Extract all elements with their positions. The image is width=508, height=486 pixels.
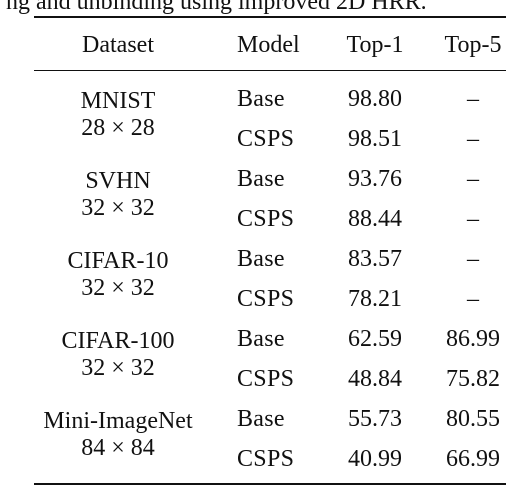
model-cell: Base [237,166,285,192]
model-cell: CSPS [237,206,295,232]
dataset-size: 28 × 28 [81,115,155,141]
header-dataset: Dataset [82,32,154,58]
top5-cell: – [467,166,479,192]
top1-cell: 93.76 [348,166,402,192]
model-cell: CSPS [237,366,295,392]
top1-cell: 62.59 [348,326,402,352]
top5-cell: – [467,246,479,272]
top1-cell: 98.80 [348,86,402,112]
model-cell: CSPS [237,446,295,472]
dataset-name: CIFAR-100 [61,328,175,354]
model-cell: CSPS [237,286,295,312]
dataset-size: 32 × 32 [81,195,155,221]
top1-cell: 98.51 [348,126,402,152]
header-rule [34,70,506,71]
dataset-name: CIFAR-10 [67,248,169,274]
dataset-size: 32 × 32 [81,355,155,381]
top-rule [34,16,506,18]
model-cell: Base [237,246,285,272]
top1-cell: 48.84 [348,366,402,392]
header-model: Model [237,32,300,58]
top5-cell: – [467,206,479,232]
top1-cell: 55.73 [348,406,402,432]
header-top1: Top-1 [346,32,404,58]
dataset-name: Mini-ImageNet [43,408,193,434]
dataset-name: MNIST [80,88,156,114]
model-cell: Base [237,86,285,112]
top5-cell: 86.99 [446,326,500,352]
top5-cell: 66.99 [446,446,500,472]
bottom-rule [34,483,506,485]
model-cell: Base [237,326,285,352]
model-cell: CSPS [237,126,295,152]
dataset-size: 32 × 32 [81,275,155,301]
top5-cell: – [467,286,479,312]
top1-cell: 88.44 [348,206,402,232]
table-caption: ng and unbinding using improved 2D HRR. [6,0,427,15]
dataset-size: 84 × 84 [81,435,155,461]
top5-cell: 75.82 [446,366,500,392]
top1-cell: 78.21 [348,286,402,312]
dataset-name: SVHN [85,168,151,194]
top5-cell: 80.55 [446,406,500,432]
header-top5: Top-5 [444,32,502,58]
top5-cell: – [467,86,479,112]
top1-cell: 83.57 [348,246,402,272]
top1-cell: 40.99 [348,446,402,472]
model-cell: Base [237,406,285,432]
top5-cell: – [467,126,479,152]
